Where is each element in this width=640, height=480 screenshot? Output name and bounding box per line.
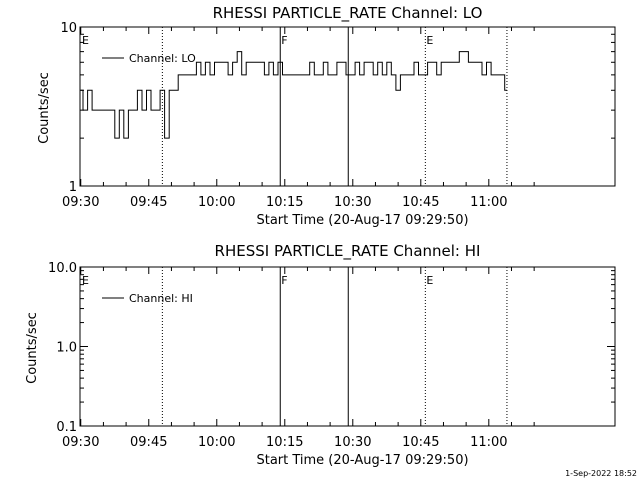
footer-timestamp: 1-Sep-2022 18:52	[565, 469, 637, 478]
flag-label: E	[426, 274, 433, 287]
x-tick-label: 10:15	[266, 195, 303, 210]
plot-frame	[79, 26, 616, 187]
y-axis-label: Counts/sec	[37, 72, 52, 144]
series-line	[80, 51, 507, 139]
flag-label: E	[82, 274, 89, 287]
flag-label: E	[426, 34, 433, 47]
y-tick-label: 1.0	[56, 341, 77, 356]
chart-title: RHESSI PARTICLE_RATE Channel: LO	[213, 4, 483, 23]
y-tick-label: 0.1	[56, 420, 77, 435]
x-axis-label: Start Time (20-Aug-17 09:29:50)	[256, 213, 468, 228]
y-tick-label: 10.0	[48, 261, 77, 276]
x-tick-label: 10:30	[334, 435, 371, 450]
plot-frame	[79, 266, 616, 427]
legend-label: Channel: HI	[129, 292, 193, 305]
chart-panel-hi: RHESSI PARTICLE_RATE Channel: HI 09:30 09:…	[25, 242, 616, 468]
legend-label: Channel: LO	[129, 52, 196, 65]
x-tick-label: 11:00	[470, 195, 507, 210]
y-tick-label: 10	[60, 21, 77, 36]
x-tick-label: 09:45	[130, 195, 167, 210]
y-axis-label: Counts/sec	[25, 312, 40, 384]
x-tick-label: 10:45	[402, 195, 439, 210]
x-tick-label: 10:15	[266, 435, 303, 450]
y-tick-label: 1	[69, 180, 77, 195]
chart-panel-lo: RHESSI PARTICLE_RATE Channel: LO 09:30 09:…	[37, 4, 616, 228]
x-tick-label: 10:45	[402, 435, 439, 450]
x-tick-label: 10:00	[198, 435, 235, 450]
x-tick-label: 09:30	[62, 435, 99, 450]
x-tick-label: 10:30	[334, 195, 371, 210]
x-axis-label: Start Time (20-Aug-17 09:29:50)	[256, 453, 468, 468]
x-tick-label: 11:00	[470, 435, 507, 450]
flag-label: F	[281, 274, 287, 287]
x-tick-label: 09:30	[62, 195, 99, 210]
flag-label: E	[82, 34, 89, 47]
x-tick-label: 09:45	[130, 435, 167, 450]
flag-label: F	[281, 34, 287, 47]
chart-title: RHESSI PARTICLE_RATE Channel: HI	[215, 242, 481, 261]
x-tick-label: 10:00	[198, 195, 235, 210]
